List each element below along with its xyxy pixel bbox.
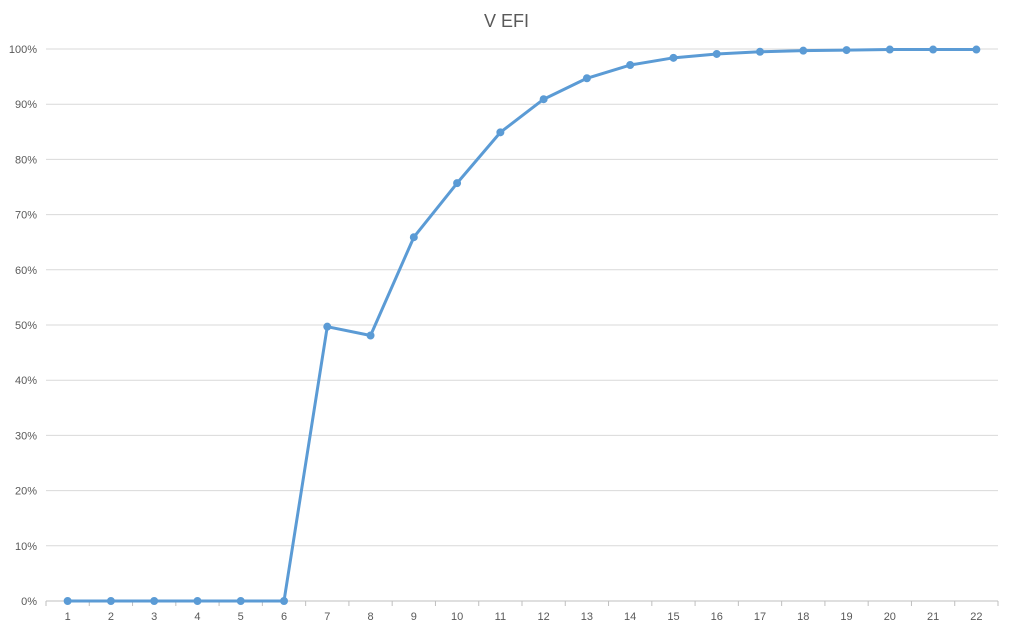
data-point <box>236 597 245 605</box>
x-tick-label: 22 <box>970 611 982 623</box>
x-tick-label: 18 <box>797 611 809 623</box>
x-tick-label: 17 <box>754 611 766 623</box>
data-point <box>280 597 288 605</box>
x-tick-label: 13 <box>581 611 593 623</box>
data-point <box>842 46 851 55</box>
y-tick-label: 30% <box>15 430 37 442</box>
y-tick-label: 20% <box>15 486 37 498</box>
y-tick-label: 0% <box>21 596 37 608</box>
data-point <box>150 597 159 605</box>
data-point <box>885 45 894 54</box>
x-tick-label: 5 <box>238 611 244 623</box>
data-point <box>539 95 548 104</box>
data-point <box>193 597 202 605</box>
x-tick-label: 3 <box>151 611 157 623</box>
x-tick-label: 20 <box>884 611 896 623</box>
x-tick-label: 21 <box>927 611 939 623</box>
x-tick-label: 9 <box>411 611 417 623</box>
data-point <box>496 128 505 137</box>
y-tick-label: 40% <box>15 375 37 387</box>
x-tick-label: 15 <box>667 611 679 623</box>
x-tick-label: 16 <box>711 611 723 623</box>
x-tick-label: 19 <box>840 611 852 623</box>
x-tick-label: 1 <box>65 611 71 623</box>
series-line <box>66 48 978 603</box>
data-point <box>669 53 678 62</box>
x-tick-label: 11 <box>495 611 506 623</box>
x-tick-label: 6 <box>281 611 287 623</box>
x-tick-label: 7 <box>324 611 330 623</box>
x-tick-label: 4 <box>194 611 200 623</box>
data-point <box>972 45 981 54</box>
y-tick-label: 90% <box>15 99 37 111</box>
x-tick-label: 8 <box>367 611 373 623</box>
y-tick-label: 70% <box>15 210 37 222</box>
data-point <box>929 45 938 54</box>
data-point <box>453 179 462 188</box>
data-point <box>63 597 72 605</box>
x-tick-label: 14 <box>624 611 636 623</box>
y-tick-label: 10% <box>15 541 37 553</box>
data-point <box>366 331 375 340</box>
data-point <box>106 597 115 605</box>
y-tick-label: 60% <box>15 265 37 277</box>
y-tick-label: 80% <box>15 154 37 166</box>
x-tick-label: 10 <box>451 611 463 623</box>
y-tick-label: 50% <box>15 320 37 332</box>
data-point <box>756 47 764 56</box>
y-tick-label: 100% <box>9 44 37 56</box>
data-point <box>409 233 418 242</box>
data-point <box>323 322 332 331</box>
data-point <box>799 46 808 55</box>
data-point <box>626 61 635 70</box>
x-tick-label: 12 <box>538 611 550 623</box>
chart-title: V EFI <box>483 11 529 31</box>
data-point <box>582 74 591 83</box>
x-tick-label: 2 <box>108 611 114 623</box>
data-point <box>712 49 721 58</box>
